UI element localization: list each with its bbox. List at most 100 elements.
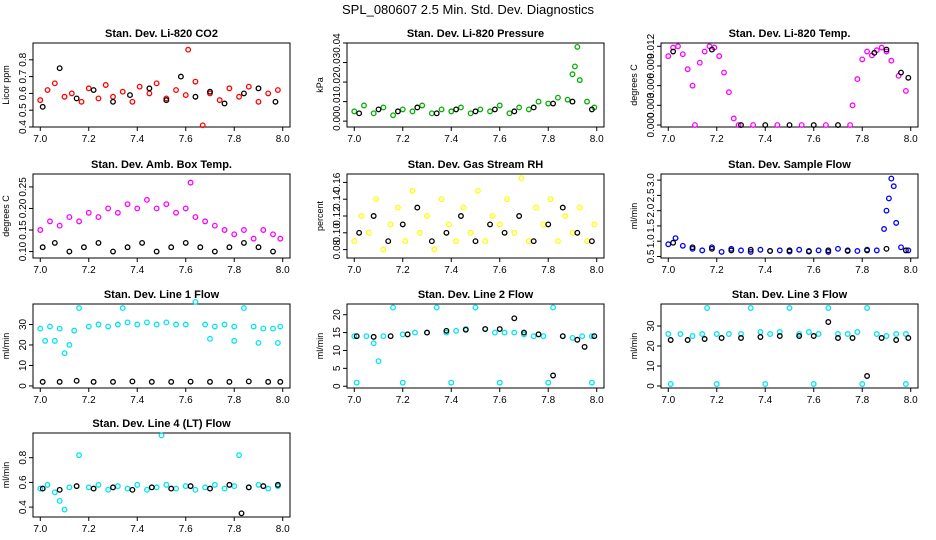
data-point [387, 221, 394, 228]
panel-title: Stan. Dev. Gas Stream RH [408, 159, 544, 171]
data-point [767, 331, 774, 337]
data-point [260, 227, 267, 233]
x-tick-label: 8.0 [276, 524, 290, 535]
data-point [571, 63, 578, 70]
data-point [576, 204, 583, 211]
data-point [270, 248, 276, 255]
y-tick-label: 0.02 [332, 72, 343, 92]
data-point [255, 85, 262, 92]
data-point [540, 333, 547, 340]
y-tick-label: 5 [332, 365, 343, 371]
data-point [71, 327, 78, 334]
data-point [231, 323, 238, 330]
data-point [847, 122, 854, 128]
data-point [380, 246, 387, 253]
data-point [725, 89, 732, 96]
data-point [815, 247, 822, 254]
data-point [796, 246, 803, 253]
data-point [691, 122, 698, 128]
data-point [221, 100, 228, 107]
data-point [173, 87, 179, 93]
x-tick-label: 7.8 [541, 265, 555, 276]
data-point [521, 329, 527, 336]
data-point [581, 343, 588, 350]
data-point [776, 333, 783, 339]
data-point [835, 245, 841, 252]
y-tick-label: 0.01 [332, 91, 343, 111]
data-point [735, 122, 742, 128]
data-point [491, 106, 498, 113]
data-point [226, 378, 233, 385]
x-tick-label: 7.6 [807, 265, 821, 276]
data-point [864, 305, 871, 311]
data-point [805, 329, 812, 335]
data-series [667, 319, 912, 379]
data-point [588, 333, 595, 340]
data-point [402, 238, 409, 245]
x-tick-label: 7.4 [130, 524, 144, 535]
data-point [387, 333, 394, 340]
x-tick-label: 7.6 [179, 265, 193, 276]
data-point [728, 247, 735, 254]
y-tick-label: 10 [18, 359, 29, 371]
data-point [265, 90, 272, 97]
data-point [231, 231, 238, 238]
y-tick-label: 0.8 [18, 52, 29, 66]
data-point [66, 214, 73, 221]
data-point [73, 377, 80, 384]
data-point [579, 333, 586, 340]
data-point [844, 248, 851, 254]
data-point [564, 96, 571, 103]
data-point [66, 342, 73, 348]
data-point [90, 378, 97, 385]
data-point [458, 104, 464, 111]
data-point [696, 59, 703, 66]
y-tick-label: 10 [332, 344, 343, 356]
data-point [545, 221, 552, 228]
data-point [550, 304, 557, 311]
data-point [250, 235, 257, 242]
y-tick-label: 2.5 [646, 188, 657, 202]
data-point [684, 337, 691, 343]
y-tick-label: 0.009 [646, 53, 657, 78]
panel-title: Stan. Dev. Li-820 Temp. [729, 28, 851, 40]
data-point [134, 321, 141, 328]
data-point [672, 235, 679, 242]
data-point [153, 484, 160, 491]
data-series [39, 239, 276, 255]
data-point [245, 83, 252, 90]
data-point [363, 333, 370, 340]
y-tick-label: 0 [646, 383, 657, 389]
data-point [102, 82, 109, 88]
y-tick-label: 1.5 [646, 219, 657, 233]
data-point [854, 248, 861, 254]
data-point [148, 378, 155, 385]
data-point [550, 100, 557, 107]
data-point [365, 229, 372, 236]
chart-panel: Stan. Dev. Li-820 Temp. degrees C 7.0 7.2 7.… [629, 28, 919, 145]
data-point [496, 379, 503, 386]
data-point [750, 122, 757, 128]
data-series [39, 377, 284, 385]
data-point [61, 93, 68, 100]
x-tick-label: 7.2 [396, 134, 410, 145]
data-series [665, 175, 912, 255]
data-point [114, 321, 121, 328]
data-point [667, 337, 674, 343]
data-point [716, 53, 723, 60]
data-point [245, 378, 252, 385]
data-series [356, 98, 595, 117]
data-point [462, 326, 469, 333]
panel-title: Stan. Dev. Line 2 Flow [418, 289, 534, 301]
chart-panel: Stan. Dev. Line 2 Flow ml/min 7.0 7.2 7.4 7.6… [315, 289, 605, 406]
x-tick-label: 7.4 [130, 265, 144, 276]
x-tick-label: 7.4 [758, 265, 772, 276]
data-point [353, 333, 360, 340]
data-point [80, 244, 87, 251]
data-point [491, 329, 498, 336]
y-tick-label: 0.25 [18, 177, 29, 197]
data-point [39, 244, 46, 251]
data-point [525, 106, 532, 113]
x-tick-label: 8.0 [590, 265, 604, 276]
